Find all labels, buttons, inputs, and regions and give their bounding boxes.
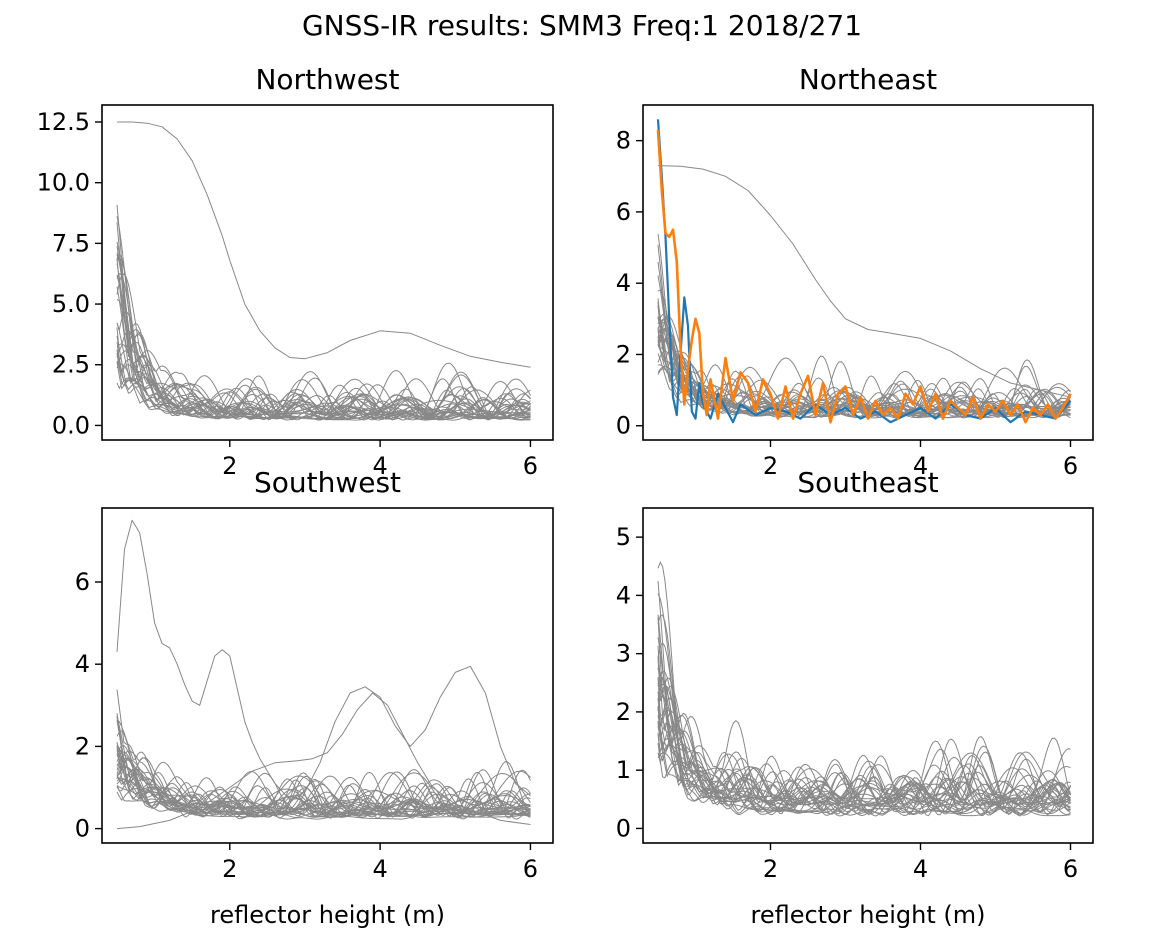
subplot-northwest: 2 4 6 0.0 2.5 5.0 7.5 10.0 12.5 Northwest (37, 63, 554, 480)
northwest-xtick-label: 4 (372, 452, 387, 480)
northwest-grey-track (116, 274, 531, 420)
southeast-grey-track (657, 593, 1071, 810)
southeast-xtick-label: 6 (1063, 855, 1078, 883)
southeast-grey-track (657, 561, 1071, 800)
southwest-ytick-label: 0 (75, 815, 90, 843)
southeast-grey-track (657, 641, 1071, 815)
northeast-xtick-label: 2 (763, 452, 778, 480)
southeast-axes-frame (642, 507, 1094, 844)
subplot-southwest: 2 4 6 0 2 4 6 Southwest reflector height (m) (75, 466, 554, 929)
southeast-grey-track (657, 691, 1071, 800)
northeast-ytick-label: 6 (616, 198, 631, 226)
southwest-ytick-label: 6 (75, 568, 90, 596)
southeast-title: Southeast (797, 466, 938, 499)
southwest-grey-track (116, 720, 531, 813)
northeast-ytick-label: 8 (616, 127, 631, 155)
northwest-xtick-label: 6 (523, 452, 538, 480)
southwest-grey-track (116, 743, 531, 820)
subplot-grid: 2 4 6 0.0 2.5 5.0 7.5 10.0 12.5 Northwest 2 4 6 0 2 4 6 8… (37, 63, 1094, 929)
southeast-grey-track (657, 614, 1071, 812)
southwest-title: Southwest (254, 466, 401, 499)
northwest-plot-area (116, 121, 531, 421)
southeast-ytick-label: 0 (616, 814, 631, 842)
southeast-grey-track (657, 707, 1071, 817)
northwest-ytick-label: 2.5 (52, 351, 90, 379)
southeast-plot-area (657, 561, 1071, 817)
southeast-xlabel: reflector height (m) (750, 901, 985, 929)
southwest-xtick-label: 2 (222, 855, 237, 883)
northwest-title: Northwest (255, 63, 399, 96)
northwest-grey-track (116, 310, 531, 418)
northwest-ytick-label: 5.0 (52, 290, 90, 318)
southwest-series-0 (116, 519, 531, 801)
northwest-axes-frame (101, 104, 554, 441)
southwest-grey-track (116, 741, 531, 816)
northwest-grey-track (116, 343, 531, 416)
subplot-southeast: 2 4 6 0 1 2 3 4 5 Southeast reflector height (m) (616, 466, 1094, 929)
northwest-xtick-label: 2 (222, 452, 237, 480)
southwest-xtick-label: 4 (372, 855, 387, 883)
northeast-plot-area (656, 119, 1072, 424)
southwest-grey-track (116, 689, 531, 811)
northwest-grey-track (116, 253, 531, 420)
northeast-xtick-label: 6 (1063, 452, 1078, 480)
southeast-grey-track (657, 706, 1071, 813)
northwest-ytick-label: 0.0 (52, 411, 90, 439)
southeast-grey-track (657, 677, 1071, 803)
southwest-plot-area (116, 519, 531, 830)
southwest-xtick-label: 6 (523, 855, 538, 883)
southeast-ytick-label: 5 (616, 523, 631, 551)
southwest-grey-track (116, 745, 531, 818)
northwest-grey-track (116, 254, 531, 421)
southwest-xlabel: reflector height (m) (210, 901, 445, 929)
southeast-grey-track (657, 715, 1071, 810)
northeast-grey-track (657, 261, 1071, 417)
northeast-title: Northeast (799, 63, 937, 96)
northeast-series-1 (656, 119, 1072, 424)
southeast-ytick-label: 1 (616, 756, 631, 784)
northeast-series-2 (656, 129, 1072, 424)
southwest-ytick-label: 4 (75, 650, 90, 678)
northwest-ytick-label: 10.0 (37, 169, 90, 197)
southeast-ytick-label: 3 (616, 640, 631, 668)
northwest-grey-track (116, 241, 531, 417)
northwest-ytick-label: 12.5 (37, 108, 90, 136)
northeast-series-0 (657, 165, 1071, 398)
northeast-grey-track (657, 275, 1071, 415)
northwest-ytick-label: 7.5 (52, 229, 90, 257)
southeast-grey-track (657, 752, 1071, 805)
northeast-xtick-label: 4 (913, 452, 928, 480)
southeast-xtick-label: 4 (913, 855, 928, 883)
southwest-grey-track (116, 745, 531, 817)
northwest-grey-track (116, 252, 531, 415)
northwest-grey-track (116, 222, 531, 420)
northeast-axes-frame (642, 104, 1094, 441)
northwest-grey-track (116, 256, 531, 414)
northwest-series-0 (117, 121, 531, 368)
southwest-grey-track (116, 754, 531, 814)
figure-title: GNSS-IR results: SMM3 Freq:1 2018/271 (302, 9, 862, 42)
northeast-grey-track (657, 233, 1071, 419)
southwest-grey-track (116, 754, 531, 811)
northeast-ytick-label: 2 (616, 340, 631, 368)
northeast-ytick-label: 4 (616, 269, 631, 297)
southeast-grey-track (657, 684, 1071, 806)
southwest-grey-track (116, 716, 531, 818)
southeast-xtick-label: 2 (763, 855, 778, 883)
subplot-northeast: 2 4 6 0 2 4 6 8 Northeast (616, 63, 1094, 480)
southwest-series-1 (116, 692, 531, 830)
southeast-grey-track (657, 732, 1071, 811)
southwest-ytick-label: 2 (75, 732, 90, 760)
southeast-grey-track (657, 720, 1071, 800)
northwest-grey-track (116, 350, 531, 421)
northwest-grey-track (116, 349, 531, 419)
northeast-ytick-label: 0 (616, 412, 631, 440)
southeast-grey-track (657, 698, 1071, 804)
northwest-grey-track (116, 204, 531, 416)
southeast-ytick-label: 2 (616, 698, 631, 726)
southeast-ytick-label: 4 (616, 581, 631, 609)
northwest-grey-track (116, 349, 531, 419)
southwest-axes-frame (101, 507, 554, 844)
